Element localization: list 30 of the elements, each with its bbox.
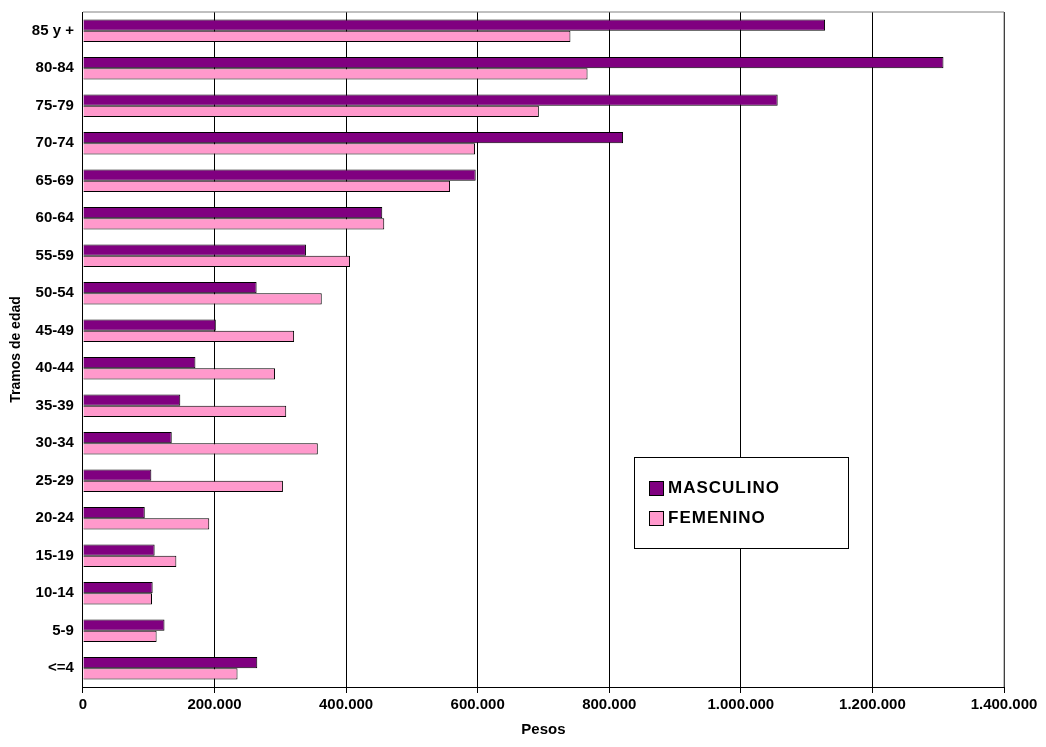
y-tick-label: 45-49 (35, 320, 74, 338)
x-tick-label: 1.000.000 (707, 695, 775, 713)
x-tick-label: 0 (78, 695, 88, 713)
x-tick-label: 1.200.000 (839, 695, 906, 713)
x-tick-label: 600.000 (450, 695, 505, 713)
y-tick-label: 60-64 (35, 208, 75, 226)
x-tick-label: 200.000 (187, 695, 242, 713)
y-tick-label: 10-14 (35, 583, 75, 601)
y-tick-label: 15-19 (35, 545, 74, 563)
x-tick-label: 400.000 (318, 695, 374, 713)
y-tick-label: 25-29 (35, 470, 74, 488)
y-tick-label: 80-84 (35, 58, 75, 76)
x-axis-title: Pesos (521, 720, 566, 738)
y-tick-label: <=4 (48, 658, 75, 676)
y-tick-label: 30-34 (35, 433, 75, 451)
y-tick-label: 85 y + (31, 20, 75, 38)
y-tick-label: 70-74 (35, 133, 75, 151)
y-tick-label: 40-44 (35, 358, 75, 376)
y-tick-label: 5-9 (52, 620, 74, 638)
y-tick-label: 35-39 (35, 395, 74, 413)
legend-label: FEMENINO (668, 508, 766, 528)
y-tick-label: 50-54 (35, 283, 75, 301)
y-tick-label: 20-24 (35, 508, 75, 526)
x-tick-label: 1.400.000 (970, 695, 1038, 713)
x-tick-label: 800.000 (582, 695, 637, 713)
y-axis-title: Tramos de edad (7, 296, 24, 403)
legend-label: MASCULINO (668, 478, 780, 498)
y-tick-label: 65-69 (35, 170, 74, 188)
y-tick-label: 75-79 (35, 95, 74, 113)
y-tick-label: 55-59 (35, 245, 74, 263)
